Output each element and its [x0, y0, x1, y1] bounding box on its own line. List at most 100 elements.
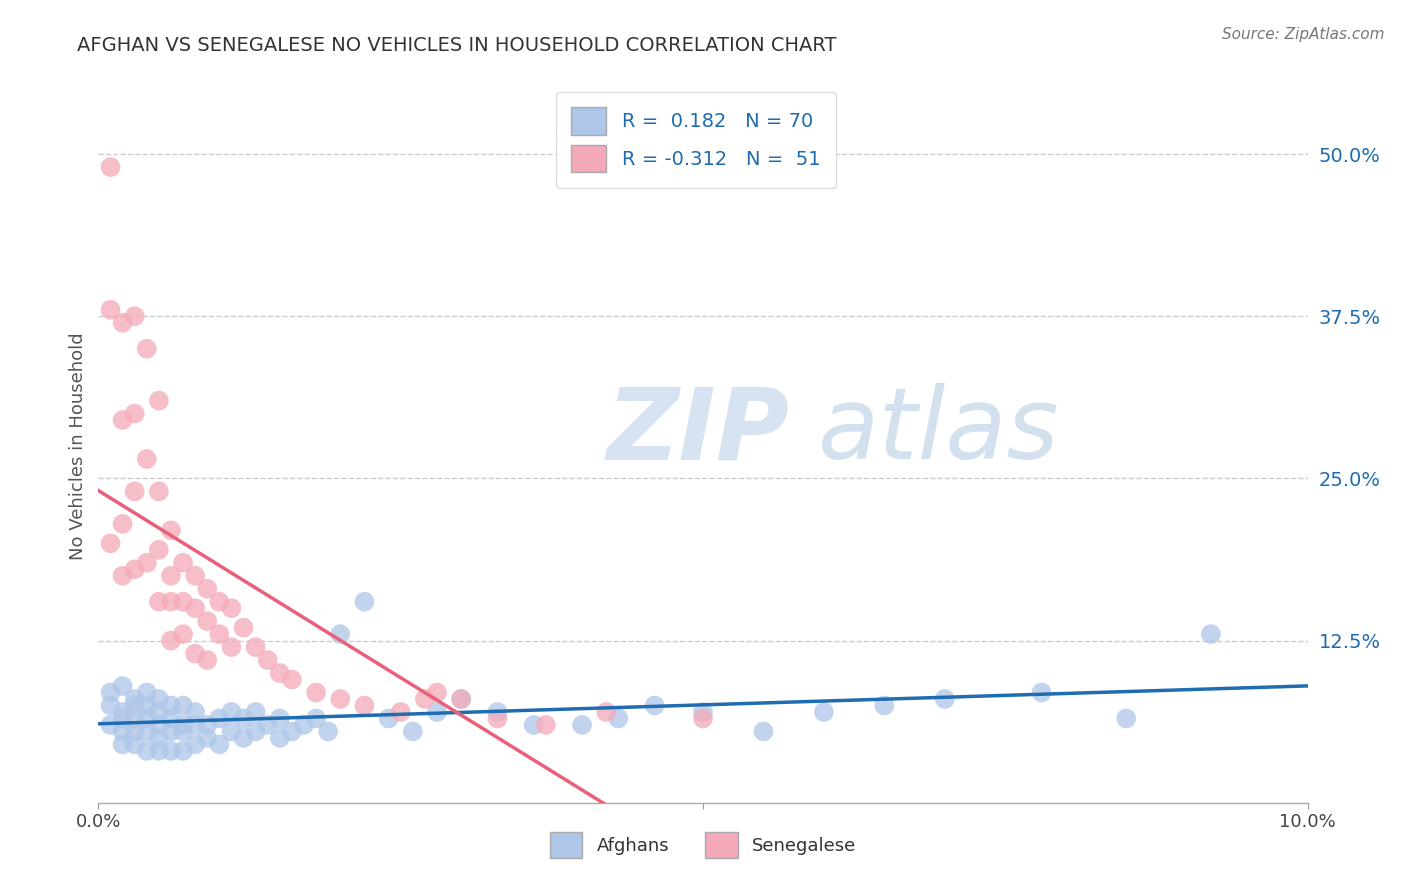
Point: [111, 738, 134, 752]
Point: [148, 692, 170, 706]
Point: [195, 731, 218, 745]
Point: [221, 705, 243, 719]
Point: [135, 698, 157, 713]
Point: [172, 556, 194, 570]
Point: [148, 542, 170, 557]
Point: [111, 705, 134, 719]
Point: [148, 744, 170, 758]
Point: [148, 393, 170, 408]
Point: [160, 568, 183, 582]
Point: [100, 685, 122, 699]
Y-axis label: No Vehicles in Household: No Vehicles in Household: [69, 332, 87, 560]
Point: [135, 452, 157, 467]
Point: [135, 685, 157, 699]
Point: [221, 640, 243, 654]
Point: [450, 692, 472, 706]
Point: [111, 568, 134, 582]
Point: [353, 698, 375, 713]
Point: [184, 705, 207, 719]
Point: [148, 718, 170, 732]
Point: [172, 744, 194, 758]
Point: [148, 484, 170, 499]
Point: [269, 731, 291, 745]
Point: [692, 711, 714, 725]
Point: [184, 738, 207, 752]
Point: [111, 516, 134, 531]
Point: [111, 679, 134, 693]
Point: [1199, 627, 1222, 641]
Point: [208, 627, 231, 641]
Point: [813, 705, 835, 719]
Point: [124, 692, 146, 706]
Point: [595, 705, 617, 719]
Point: [256, 718, 278, 732]
Point: [135, 744, 157, 758]
Text: Source: ZipAtlas.com: Source: ZipAtlas.com: [1222, 27, 1385, 42]
Point: [160, 595, 183, 609]
Point: [160, 724, 183, 739]
Point: [221, 724, 243, 739]
Point: [135, 711, 157, 725]
Point: [184, 647, 207, 661]
Point: [607, 711, 630, 725]
Point: [195, 718, 218, 732]
Point: [195, 614, 218, 628]
Point: [305, 711, 328, 725]
Point: [100, 536, 122, 550]
Point: [172, 698, 194, 713]
Point: [148, 705, 170, 719]
Point: [172, 724, 194, 739]
Text: ZIP: ZIP: [606, 384, 789, 480]
Legend: Afghans, Senegalese: Afghans, Senegalese: [543, 825, 863, 865]
Point: [426, 685, 449, 699]
Text: AFGHAN VS SENEGALESE NO VEHICLES IN HOUSEHOLD CORRELATION CHART: AFGHAN VS SENEGALESE NO VEHICLES IN HOUS…: [77, 36, 837, 54]
Point: [305, 685, 328, 699]
Point: [377, 711, 399, 725]
Point: [752, 724, 775, 739]
Point: [208, 738, 231, 752]
Point: [124, 738, 146, 752]
Point: [426, 705, 449, 719]
Point: [534, 718, 557, 732]
Point: [100, 160, 122, 174]
Point: [111, 724, 134, 739]
Point: [523, 718, 546, 732]
Point: [172, 627, 194, 641]
Point: [148, 595, 170, 609]
Point: [195, 653, 218, 667]
Point: [124, 711, 146, 725]
Point: [256, 653, 278, 667]
Point: [281, 724, 304, 739]
Point: [232, 731, 254, 745]
Point: [111, 711, 134, 725]
Point: [486, 711, 509, 725]
Point: [135, 724, 157, 739]
Point: [124, 484, 146, 499]
Point: [208, 595, 231, 609]
Point: [160, 633, 183, 648]
Point: [124, 562, 146, 576]
Point: [124, 407, 146, 421]
Point: [389, 705, 412, 719]
Point: [571, 718, 593, 732]
Point: [413, 692, 436, 706]
Point: [195, 582, 218, 596]
Point: [245, 705, 267, 719]
Point: [450, 692, 472, 706]
Point: [111, 316, 134, 330]
Point: [172, 718, 194, 732]
Point: [160, 744, 183, 758]
Point: [221, 601, 243, 615]
Point: [148, 731, 170, 745]
Point: [269, 711, 291, 725]
Point: [329, 627, 352, 641]
Point: [208, 711, 231, 725]
Point: [160, 524, 183, 538]
Point: [692, 705, 714, 719]
Point: [292, 718, 315, 732]
Point: [184, 718, 207, 732]
Point: [873, 698, 896, 713]
Point: [100, 718, 122, 732]
Point: [1115, 711, 1137, 725]
Point: [934, 692, 956, 706]
